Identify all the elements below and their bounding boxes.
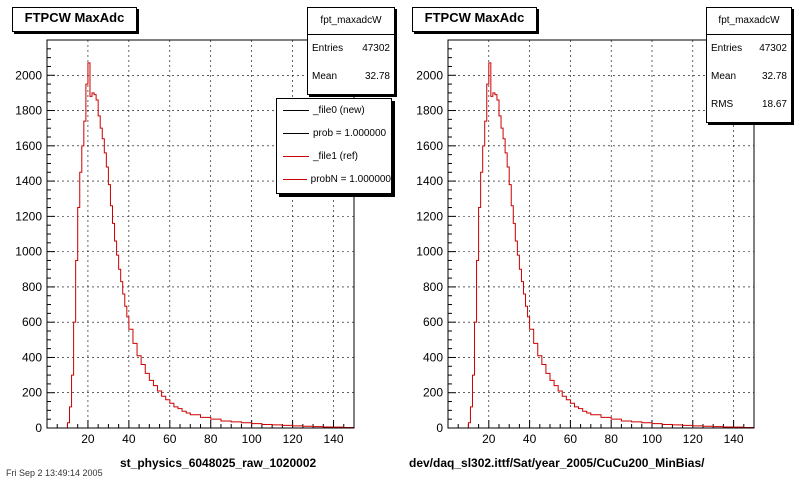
stats-label: Entries <box>711 43 743 54</box>
y-tick-label: 0 <box>436 421 443 435</box>
legend-entry: _file1 (ref) <box>277 145 391 168</box>
x-tick-label: 60 <box>564 432 578 446</box>
pad1-stats-row-mean: Mean 32.78 <box>707 63 791 91</box>
pad1-stats-box: fpt_maxadcW Entries 47302 Mean 32.78 RMS… <box>706 7 792 123</box>
legend-swatch <box>283 110 309 111</box>
histogram-series <box>63 62 355 429</box>
y-tick-label: 200 <box>22 386 42 400</box>
stats-label: RMS <box>711 99 734 110</box>
legend-entry: prob = 1.000000 <box>277 122 391 145</box>
pad1-title: FTPCW MaxAdc <box>412 7 537 32</box>
pad1-stats-row-entries: Entries 47302 <box>707 35 791 63</box>
stats-value: 47302 <box>759 43 787 54</box>
y-tick-label: 600 <box>423 315 443 329</box>
y-tick-label: 600 <box>22 315 42 329</box>
stats-label: Mean <box>711 71 737 82</box>
x-tick-label: 100 <box>242 432 262 446</box>
pad0-x-axis-label: st_physics_6048025_raw_1020002 <box>120 456 317 470</box>
x-tick-label: 80 <box>204 432 218 446</box>
x-tick-label: 120 <box>283 432 303 446</box>
y-tick-label: 1800 <box>15 104 42 118</box>
y-tick-label: 800 <box>22 280 42 294</box>
legend-label: prob = 1.000000 <box>313 128 387 139</box>
stats-label: Mean <box>312 71 338 82</box>
x-tick-label: 80 <box>605 432 619 446</box>
x-tick-label: 40 <box>122 432 136 446</box>
pad0-legend: _file0 (new) prob = 1.000000 _file1 (ref… <box>276 98 392 194</box>
pad0-stats-name: fpt_maxadcW <box>308 8 394 35</box>
x-tick-label: 40 <box>523 432 537 446</box>
y-tick-label: 1600 <box>15 139 42 153</box>
x-tick-label: 60 <box>163 432 177 446</box>
x-tick-label: 140 <box>724 432 744 446</box>
x-tick-label: 20 <box>81 432 95 446</box>
x-tick-label: 120 <box>683 432 703 446</box>
y-tick-label: 400 <box>22 350 42 364</box>
y-tick-label: 1400 <box>416 174 443 188</box>
pad0-stats-box: fpt_maxadcW Entries 47302 Mean 32.78 <box>307 7 395 95</box>
legend-swatch <box>283 133 309 134</box>
legend-entry: probN = 1.000000 <box>277 168 391 191</box>
stats-value: 18.67 <box>761 99 787 110</box>
y-tick-label: 1000 <box>15 245 42 259</box>
y-tick-label: 800 <box>423 280 443 294</box>
footer-timestamp: Fri Sep 2 13:49:14 2005 <box>6 468 103 478</box>
x-tick-label: 20 <box>482 432 496 446</box>
legend-swatch <box>283 179 307 180</box>
pad0-stats-row-entries: Entries 47302 <box>308 35 394 63</box>
pad1-stats-row-rms: RMS 18.67 <box>707 91 791 119</box>
stats-value: 32.78 <box>364 71 390 82</box>
y-tick-label: 1200 <box>15 209 42 223</box>
y-tick-label: 200 <box>423 386 443 400</box>
stats-value: 47302 <box>362 43 390 54</box>
legend-label: _file0 (new) <box>313 105 365 116</box>
y-tick-label: 1400 <box>15 174 42 188</box>
y-tick-label: 400 <box>423 350 443 364</box>
x-tick-label: 140 <box>324 432 344 446</box>
legend-label: probN = 1.000000 <box>310 174 391 185</box>
plot-frame <box>447 39 755 429</box>
histogram-series <box>464 62 755 429</box>
y-tick-label: 1000 <box>416 245 443 259</box>
y-tick-label: 1800 <box>416 104 443 118</box>
legend-swatch <box>283 156 309 157</box>
plot-frame <box>46 39 355 429</box>
y-tick-label: 2000 <box>15 68 42 82</box>
y-tick-label: 1200 <box>416 209 443 223</box>
pad0-title: FTPCW MaxAdc <box>12 7 137 32</box>
y-tick-label: 2000 <box>416 68 443 82</box>
legend-label: _file1 (ref) <box>313 151 359 162</box>
pad1-x-axis-label: dev/daq_sl302.ittf/Sat/year_2005/CuCu200… <box>409 456 705 470</box>
x-tick-label: 100 <box>642 432 662 446</box>
stats-label: Entries <box>312 43 344 54</box>
pad1-stats-name: fpt_maxadcW <box>707 8 791 35</box>
y-tick-label: 0 <box>35 421 42 435</box>
y-tick-label: 1600 <box>416 139 443 153</box>
legend-entry: _file0 (new) <box>277 99 391 122</box>
stats-value: 32.78 <box>761 71 787 82</box>
pad0-stats-row-mean: Mean 32.78 <box>308 63 394 91</box>
